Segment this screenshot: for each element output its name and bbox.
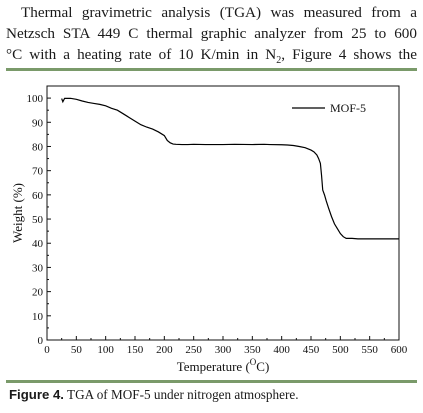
x-axis-ticks: 0 50 100 150 200 250 300 350 400 450 500 550 600 [44, 336, 408, 356]
y-tick-label: 40 [32, 238, 44, 250]
x-axis-label: Temperature (OC) [177, 357, 270, 374]
paragraph-line-1: Thermal gravimetric analysis (TGA) was m… [21, 4, 417, 21]
paragraph-line-3: °C with a heating rate of 10 K/min in N2… [6, 44, 417, 71]
plot-frame [46, 85, 400, 341]
y-tick-label: 100 [27, 93, 44, 105]
y-axis-ticks: 0 10 20 30 40 50 60 70 80 90 100 [27, 93, 51, 347]
x-tick-label: 500 [332, 344, 349, 356]
x-tick-label: 0 [44, 344, 50, 356]
x-axis-label-superscript: O [250, 357, 257, 367]
x-tick-label: 450 [303, 344, 320, 356]
x-tick-label: 350 [244, 344, 261, 356]
y-tick-label: 30 [32, 262, 44, 274]
legend-label: MOF-5 [330, 101, 366, 115]
x-axis-label-unit: C) [256, 359, 269, 374]
x-tick-label: 100 [97, 344, 114, 356]
x-tick-label: 400 [273, 344, 290, 356]
figure-top-rule [6, 68, 417, 71]
x-tick-label: 300 [215, 344, 232, 356]
y-tick-label: 20 [32, 287, 44, 299]
x-tick-label: 600 [391, 344, 408, 356]
paragraph-line-3-end: , Figure 4 shows the [281, 46, 418, 63]
y-tick-label: 90 [32, 117, 44, 129]
series-line-mof5 [61, 97, 399, 240]
tga-chart: 0 50 100 150 200 250 300 350 400 450 500 550 600 0 10… [10, 85, 408, 374]
x-tick-label: 50 [71, 344, 83, 356]
x-tick-label: 150 [127, 344, 144, 356]
x-tick-label: 550 [361, 344, 378, 356]
figure-caption-text: TGA of MOF-5 under nitrogen atmosphere. [63, 387, 299, 402]
x-tick-label: 200 [156, 344, 173, 356]
body-paragraph: Thermal gravimetric analysis (TGA) was m… [6, 2, 417, 71]
y-axis-label: Weight (%) [10, 183, 25, 243]
y-tick-label: 60 [32, 190, 44, 202]
y-tick-label: 50 [32, 214, 44, 226]
y-tick-label: 10 [32, 311, 44, 323]
y-tick-label: 80 [32, 141, 44, 153]
figure-label: Figure 4. [9, 387, 64, 402]
paragraph-line-3-start: °C with a heating rate of 10 K/min in N [6, 46, 277, 63]
y-tick-label: 0 [38, 335, 44, 347]
paragraph-line-2: Netzsch STA 449 C thermal graphic analyz… [6, 25, 417, 42]
x-axis-label-text: Temperature ( [177, 359, 250, 374]
figure-bottom-rule [6, 380, 417, 383]
x-tick-label: 250 [185, 344, 202, 356]
figure-caption: Figure 4. TGA of MOF-5 under nitrogen at… [9, 386, 419, 404]
nitrogen-subscript: 2 [276, 55, 282, 67]
y-tick-label: 70 [32, 166, 44, 178]
